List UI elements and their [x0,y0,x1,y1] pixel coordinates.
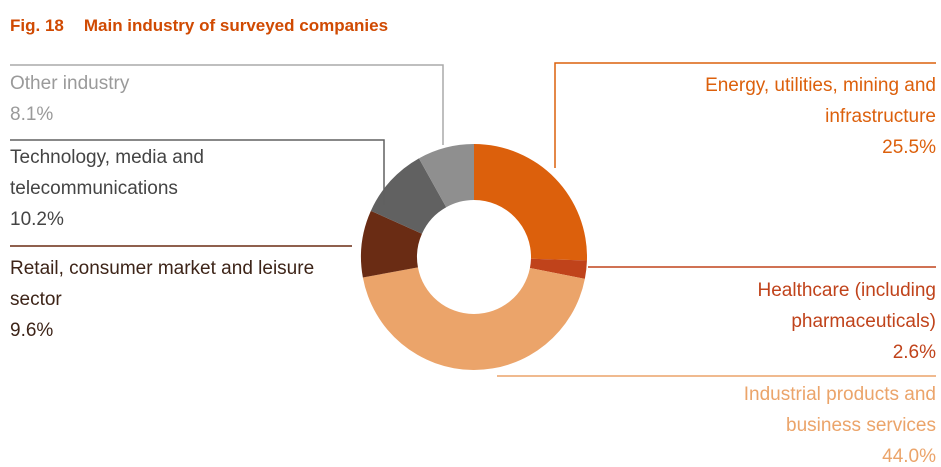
category-label: Energy, utilities, mining and infrastruc… [705,75,936,127]
label: Retail, consumer market and leisure sect… [10,253,330,346]
donut-segment [474,144,587,261]
value-label: 8.1% [10,104,54,125]
donut-segment [362,267,585,370]
leader-line [10,139,385,205]
leader-line [554,62,936,168]
label: Healthcare (including pharmaceuticals) 2.… [706,275,937,368]
leader-line [10,64,444,145]
label: Technology, media and telecommunications… [10,142,280,235]
value-label: 44.0% [882,446,936,467]
category-label: Other industry [10,73,130,94]
donut-segment [361,210,422,278]
chart-title: Main industry of surveyed companies [83,16,389,35]
value-label: 10.2% [10,209,64,230]
label: Industrial products and business service… [676,379,936,467]
donut-segment [418,144,474,208]
donut-segment [529,258,587,279]
value-label: 25.5% [882,137,936,158]
category-label: Industrial products and business service… [743,384,936,436]
donut-segment [370,158,447,234]
category-label: Healthcare (including pharmaceuticals) [757,280,937,332]
value-label: 9.6% [10,320,54,341]
figure-label: Fig. 18 [10,16,64,35]
value-label: 2.6% [892,342,936,363]
label: Other industry 8.1% [10,68,280,130]
category-label: Technology, media and telecommunications [10,147,204,199]
category-label: Retail, consumer market and leisure sect… [10,258,315,310]
label: Energy, utilities, mining and infrastruc… [646,70,936,163]
title-block: Fig. 18 Main industry of surveyed compani… [10,16,408,36]
